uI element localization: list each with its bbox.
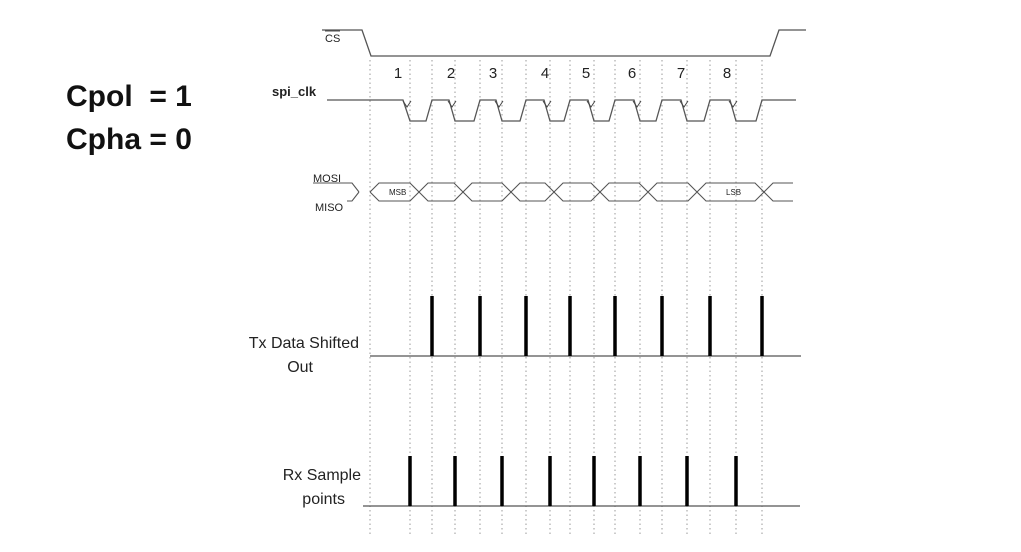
clock-number: 2 [447,65,455,82]
clock-edge-arrow [402,100,412,108]
timing-guides [369,60,763,535]
lsb-label: LSB [726,188,741,197]
clock-number: 4 [541,65,549,82]
miso-label: MISO [315,202,344,214]
clock-edge-arrows [402,100,738,108]
clock-number: 8 [723,65,731,82]
cpol-label: Cpol = 1 [66,80,192,113]
clock-edge-arrow [632,100,642,108]
clock-edge-arrow [728,100,738,108]
spi-clk-label: spi_clk [272,84,317,99]
clock-number: 7 [677,65,685,82]
clock-edge-arrow [586,100,596,108]
tx-pulse-group [430,296,764,356]
mosi-miso-waveform [369,182,793,202]
spi-clk-waveform [327,99,796,122]
tx-label-line1: Tx Data Shifted [249,335,359,352]
tx-label-line2: Out [287,359,313,376]
clock-number-group: 1 2 3 4 5 6 7 8 [394,65,731,82]
rx-label-line1: Rx Sample [283,467,361,484]
clock-number: 6 [628,65,636,82]
cpha-label: Cpha = 0 [66,123,192,156]
clock-edge-arrow [542,100,552,108]
mosi-miso-lead-in [345,182,360,202]
cs-label: CS [325,33,340,45]
clock-edge-arrow [447,100,457,108]
clock-number: 1 [394,65,402,82]
rx-label-line2: points [302,491,345,508]
cs-waveform [322,29,806,57]
clock-number: 5 [582,65,590,82]
clock-edge-arrow [679,100,689,108]
rx-pulse-group [408,456,738,506]
mosi-label: MOSI [313,173,341,185]
clock-number: 3 [489,65,497,82]
clock-edge-arrow [494,100,504,108]
msb-label: MSB [389,188,406,197]
